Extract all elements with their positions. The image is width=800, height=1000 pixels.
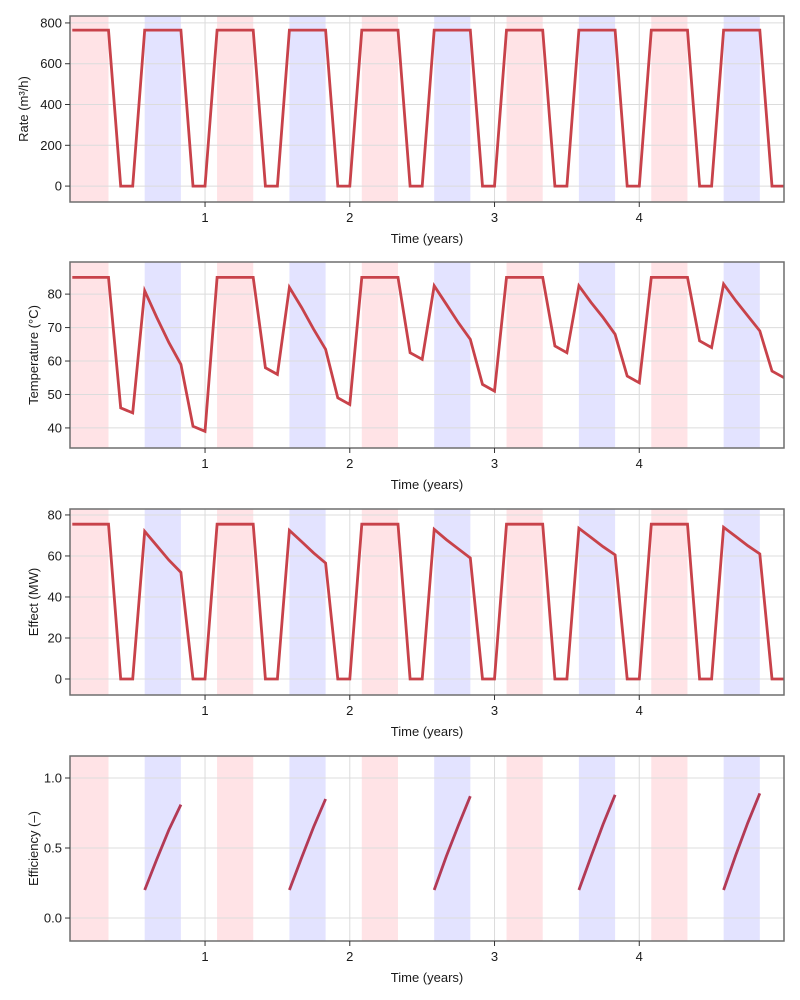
x-tick-label: 1: [201, 703, 208, 718]
x-tick-label: 2: [346, 949, 353, 964]
axes-frame: [69, 15, 785, 203]
cooling-band: [434, 16, 471, 202]
panel-rate: 1 2 3 4 0 200 400 600 800 Time (years) Rate (m³/h): [16, 15, 785, 246]
heating-band: [361, 262, 398, 448]
axes-frame: [69, 508, 785, 696]
cooling-band: [434, 262, 471, 448]
y-tick-label: 50: [48, 387, 62, 402]
y-tick-label: 60: [48, 548, 62, 563]
heating-band: [506, 16, 543, 202]
x-tick-label: 3: [491, 949, 498, 964]
y-tick-label: 80: [48, 507, 62, 522]
cooling-band: [723, 509, 760, 695]
series-line-temperature: [72, 275, 784, 434]
series-line-rate: [72, 28, 784, 188]
x-tick-label: 1: [201, 456, 208, 471]
cooling-band: [578, 262, 616, 448]
x-tick-label: 1: [201, 210, 208, 225]
efficiency-segment: [288, 798, 327, 891]
x-tick-label: 1: [201, 949, 208, 964]
x-axis-label: Time (years): [391, 970, 463, 985]
y-tick-label: 0: [55, 672, 62, 687]
x-axis-label: Time (years): [391, 477, 463, 492]
plot-area: [70, 756, 784, 941]
x-tick-label: 4: [636, 949, 643, 964]
x-tick-label: 4: [636, 703, 643, 718]
cooling-band: [144, 16, 181, 202]
plot-area: [70, 509, 784, 695]
x-tick-label: 3: [491, 210, 498, 225]
y-tick-label: 80: [48, 287, 62, 302]
y-tick-label: 400: [40, 97, 62, 112]
x-tick-label: 2: [346, 703, 353, 718]
cooling-band: [578, 16, 616, 202]
y-tick-label: 200: [40, 138, 62, 153]
cooling-band: [578, 509, 616, 695]
plot-area: [70, 16, 784, 202]
y-tick-label: 40: [48, 589, 62, 604]
cooling-band: [289, 509, 326, 695]
panel-temperature: 1 2 3 4 40 50 60 70 80 Time (years) Temperature (°…: [26, 261, 785, 492]
cooling-band: [289, 16, 326, 202]
cooling-band: [723, 16, 760, 202]
heating-band: [217, 509, 254, 695]
x-tick-label: 3: [491, 703, 498, 718]
y-tick-label: 600: [40, 56, 62, 71]
x-tick-label: 2: [346, 210, 353, 225]
y-tick-label: 70: [48, 320, 62, 335]
y-tick-label: 20: [48, 630, 62, 645]
axes-frame: [69, 261, 785, 449]
panel-efficiency: 1 2 3 4 0.0 0.5 1.0 Time (years) Efficiency (–): [26, 755, 785, 985]
heating-band: [651, 262, 688, 448]
y-tick-label: 40: [48, 420, 62, 435]
heating-band: [506, 509, 543, 695]
heating-band: [217, 16, 254, 202]
x-axis-label: Time (years): [391, 724, 463, 739]
heating-band: [70, 16, 109, 202]
efficiency-segment: [143, 803, 183, 891]
heating-band: [506, 262, 543, 448]
heating-band: [651, 509, 688, 695]
heating-band: [361, 509, 398, 695]
x-tick-label: 4: [636, 210, 643, 225]
x-axis-label: Time (years): [391, 231, 463, 246]
efficiency-segment: [722, 792, 762, 891]
y-axis-label: Efficiency (–): [26, 811, 41, 886]
y-axis-label: Rate (m³/h): [16, 76, 31, 142]
y-tick-label: 60: [48, 354, 62, 369]
heating-band: [651, 16, 688, 202]
heating-band: [70, 509, 109, 695]
heating-band: [361, 16, 398, 202]
y-tick-label: 0.5: [44, 841, 62, 856]
cooling-band: [289, 262, 326, 448]
y-axis-label: Effect (MW): [26, 568, 41, 636]
y-tick-label: 0.0: [44, 911, 62, 926]
plot-area: [70, 262, 784, 448]
efficiency-segment: [577, 794, 617, 891]
x-tick-label: 2: [346, 456, 353, 471]
x-tick-label: 4: [636, 456, 643, 471]
y-tick-label: 1.0: [44, 770, 62, 785]
x-tick-label: 3: [491, 456, 498, 471]
cooling-band: [434, 509, 471, 695]
efficiency-segment: [432, 795, 472, 891]
y-axis-label: Temperature (°C): [26, 305, 41, 405]
heating-band: [217, 262, 254, 448]
y-tick-label: 800: [40, 15, 62, 30]
series-line-effect: [72, 522, 784, 681]
y-tick-label: 0: [55, 179, 62, 194]
heating-band: [70, 262, 109, 448]
